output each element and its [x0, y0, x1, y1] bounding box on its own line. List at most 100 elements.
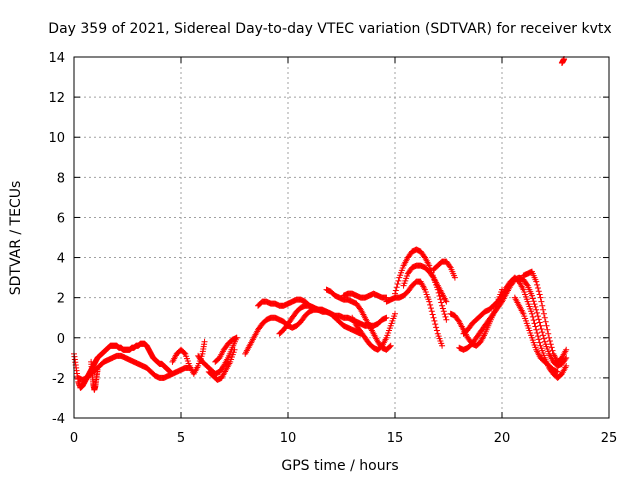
- x-axis-label: GPS time / hours: [281, 458, 398, 474]
- data-point-fill: [538, 325, 545, 332]
- data-point: [231, 346, 238, 353]
- data-point: [541, 314, 548, 321]
- data-point-fill: [530, 298, 537, 305]
- data-point: [439, 302, 446, 309]
- series-arc-14: [383, 278, 446, 349]
- data-point-fill: [386, 343, 393, 350]
- data-point-fill: [433, 324, 440, 331]
- data-point: [387, 342, 394, 349]
- data-point-fill: [394, 281, 401, 288]
- data-point-fill: [534, 281, 541, 288]
- data-point-fill: [536, 291, 543, 298]
- data-point: [528, 310, 535, 317]
- series-arc-1: [71, 340, 174, 391]
- data-point-fill: [427, 305, 434, 312]
- data-point-fill: [181, 350, 188, 357]
- data-point: [439, 342, 446, 349]
- data-point: [537, 322, 544, 329]
- y-tick-label: 14: [48, 51, 65, 66]
- series-arc-17: [430, 258, 458, 281]
- y-tick-label: 10: [48, 131, 65, 146]
- data-point: [430, 314, 437, 321]
- data-point-fill: [549, 347, 556, 354]
- x-tick-label: 5: [177, 431, 185, 446]
- data-point-fill: [437, 296, 444, 303]
- data-point-fill: [534, 333, 541, 340]
- x-axis-tick-labels: 0 5 10 15 20 25: [70, 431, 617, 446]
- data-point-fill: [432, 321, 439, 328]
- data-point-fill: [439, 305, 446, 312]
- series-arc-21: [511, 294, 561, 375]
- data-point-fill: [539, 302, 546, 309]
- data-point-fill: [540, 310, 547, 317]
- data-point: [528, 292, 535, 299]
- data-point: [546, 334, 553, 341]
- data-point-fill: [535, 336, 542, 343]
- data-point: [201, 338, 208, 345]
- data-point: [233, 334, 240, 341]
- data-point-fill: [428, 308, 435, 315]
- data-point-fill: [544, 326, 551, 333]
- data-point: [451, 274, 458, 281]
- data-point-fill: [543, 322, 550, 329]
- data-points: [71, 56, 570, 393]
- data-point-fill: [441, 311, 448, 318]
- chart-title: Day 359 of 2021, Sidereal Day-to-day VTE…: [48, 21, 611, 37]
- data-point-fill: [529, 313, 536, 320]
- data-point-fill: [545, 330, 552, 337]
- series-arc-22: [520, 268, 570, 365]
- series-arc-7: [212, 334, 240, 365]
- data-point-fill: [536, 319, 543, 326]
- data-point-fill: [540, 335, 547, 342]
- data-point-fill: [534, 329, 541, 336]
- data-point-fill: [427, 301, 434, 308]
- data-point-fill: [531, 320, 538, 327]
- y-tick-label: 0: [57, 332, 65, 347]
- data-point-fill: [542, 318, 549, 325]
- data-point-fill: [529, 295, 536, 302]
- data-point: [537, 294, 544, 301]
- data-point-fill: [534, 313, 541, 320]
- data-point-fill: [440, 308, 447, 315]
- data-point: [426, 298, 433, 305]
- data-point: [383, 314, 390, 321]
- data-point-fill: [532, 323, 539, 330]
- y-tick-label: 8: [57, 171, 65, 186]
- axis-ticks: [73, 56, 610, 419]
- series-arc-20: [460, 274, 570, 381]
- data-point-fill: [429, 311, 436, 318]
- data-point-fill: [431, 317, 438, 324]
- y-tick-label: 12: [48, 91, 65, 106]
- series-arc-4: [169, 338, 208, 377]
- data-point-fill: [446, 263, 453, 270]
- data-point-fill: [532, 303, 539, 310]
- series-arc-6: [205, 346, 238, 383]
- data-point: [533, 326, 540, 333]
- data-point-fill: [523, 281, 530, 288]
- data-point-fill: [535, 316, 542, 323]
- x-tick-label: 0: [70, 431, 78, 446]
- data-point-fill: [531, 301, 538, 308]
- data-point-fill: [540, 306, 547, 313]
- data-point-fill: [393, 284, 400, 291]
- series-arc-3: [88, 358, 101, 393]
- series-arc-8: [242, 306, 390, 357]
- series-arc-13: [349, 310, 398, 353]
- data-point-fill: [442, 313, 449, 320]
- data-point: [533, 278, 540, 285]
- data-point-fill: [548, 344, 555, 351]
- data-point-fill: [438, 299, 445, 306]
- y-axis-tick-labels: -4 -2 0 2 4 6 8 10 12 14: [48, 51, 65, 427]
- data-point-fill: [535, 288, 542, 295]
- series-arc-12: [340, 290, 390, 301]
- data-point-fill: [540, 332, 547, 339]
- data-point-fill: [530, 317, 537, 324]
- plot-frame: [73, 56, 610, 419]
- data-point: [554, 368, 561, 375]
- data-point-fill: [433, 327, 440, 334]
- x-tick-label: 10: [280, 431, 297, 446]
- series-arc-23: [558, 56, 568, 67]
- data-point-fill: [395, 277, 402, 284]
- data-point-fill: [547, 341, 554, 348]
